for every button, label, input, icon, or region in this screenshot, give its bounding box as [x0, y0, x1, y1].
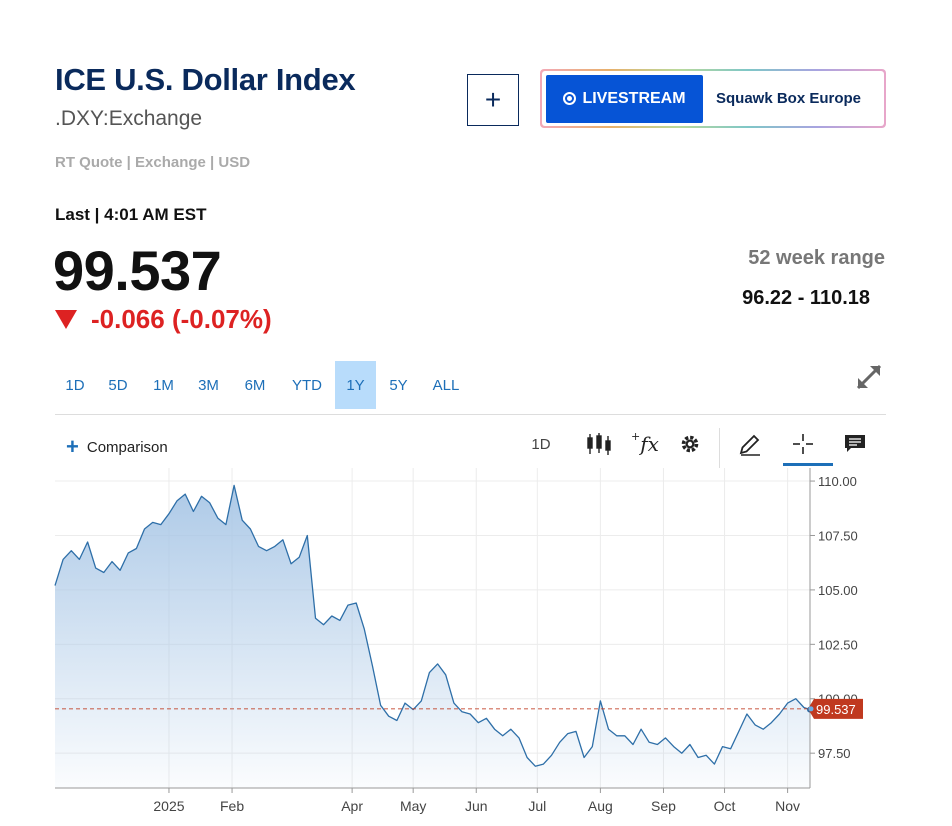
period-3m[interactable]: 3M [198, 376, 219, 394]
symbol-label: .DXY:Exchange [55, 107, 203, 130]
toolbar-separator [719, 428, 720, 468]
period-5y[interactable]: 5Y [389, 376, 408, 394]
y-tick-label: 110.00 [818, 474, 857, 489]
y-tick-label: 105.00 [818, 583, 858, 598]
x-tick-label: Jun [465, 798, 488, 814]
livestream-show-link[interactable]: Squawk Box Europe [716, 90, 862, 107]
last-trade-label: Last | 4:01 AM EST [55, 205, 207, 224]
pencil-draw-icon[interactable] [736, 430, 764, 458]
down-arrow-icon [55, 310, 77, 329]
x-tick-label: 2025 [153, 798, 184, 814]
price-chart[interactable]: 110.00107.50105.00102.50100.0097.502025F… [0, 468, 952, 826]
price-change-value: -0.066 (-0.07%) [91, 304, 272, 334]
quote-meta: RT Quote | Exchange | USD [55, 154, 251, 171]
livestream-button[interactable]: LIVESTREAM [546, 74, 703, 123]
function-icon[interactable]: + fx [631, 429, 659, 457]
period-all[interactable]: ALL [432, 376, 460, 394]
price-area-fill [55, 485, 810, 788]
x-tick-label: Aug [588, 798, 613, 814]
x-tick-label: Nov [775, 798, 800, 814]
active-tool-indicator [783, 463, 833, 466]
section-divider [55, 414, 886, 415]
period-ytd[interactable]: YTD [292, 376, 322, 394]
crosshair-icon[interactable] [790, 430, 816, 458]
period-1y[interactable]: 1Y [335, 361, 376, 409]
period-1m[interactable]: 1M [153, 376, 174, 394]
settings-gear-icon[interactable] [676, 430, 704, 458]
y-tick-label: 102.50 [818, 637, 858, 652]
x-tick-label: Oct [714, 798, 736, 814]
live-broadcast-icon [563, 92, 577, 105]
week-range-label: 52 week range [748, 247, 885, 269]
price-line [54, 484, 811, 767]
week-range-value: 96.22 - 110.18 [742, 287, 870, 309]
x-tick-label: Jul [528, 798, 546, 814]
y-tick-label: 107.50 [818, 528, 858, 543]
comparison-button[interactable]: + Comparison [66, 434, 168, 459]
period-6m[interactable]: 6M [244, 376, 266, 394]
expand-icon[interactable] [852, 360, 886, 394]
x-tick-label: Feb [220, 798, 244, 814]
x-tick-label: May [400, 798, 426, 814]
time-period-selector: 1D 5D 1M 3M 6M YTD 1Y 5Y ALL [55, 361, 471, 409]
x-tick-label: Apr [341, 798, 363, 814]
last-price-tag-label: 99.537 [816, 702, 856, 717]
candlestick-icon[interactable] [584, 430, 614, 458]
x-tick-label: Sep [651, 798, 676, 814]
last-price-tag-dot [808, 706, 814, 712]
comparison-label: Comparison [86, 438, 168, 456]
last-price: 99.537 [53, 239, 222, 302]
period-5d[interactable]: 5D [108, 376, 128, 394]
interval-selector[interactable]: 1D [531, 435, 551, 453]
y-tick-label: 97.50 [818, 746, 851, 761]
livestream-banner: LIVESTREAM Squawk Box Europe [540, 69, 886, 128]
last-price-tag [808, 698, 863, 719]
livestream-label: LIVESTREAM [582, 89, 686, 107]
plus-icon: + [66, 434, 79, 459]
page-title: ICE U.S. Dollar Index [55, 62, 356, 97]
period-1d[interactable]: 1D [65, 376, 85, 394]
comment-icon[interactable] [842, 430, 868, 458]
add-to-watchlist-button[interactable]: + [467, 74, 519, 126]
price-change: -0.066 (-0.07%) [55, 304, 272, 335]
